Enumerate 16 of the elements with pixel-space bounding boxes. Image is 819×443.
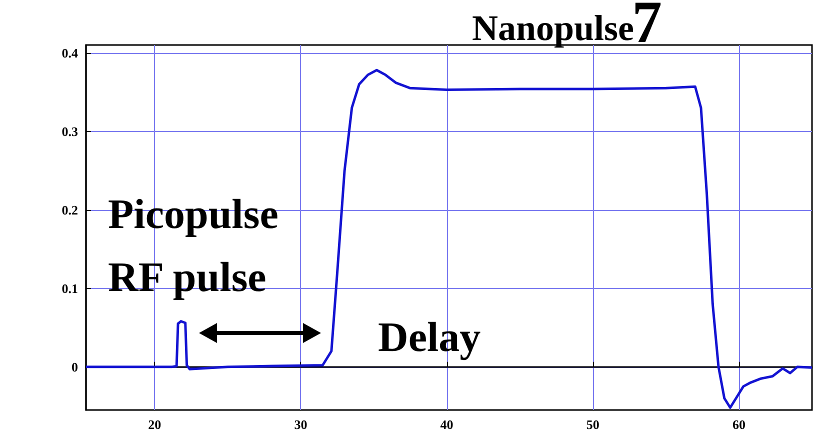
x-tick-label: 50 [586, 417, 600, 432]
x-tick-label: 60 [732, 417, 746, 432]
line-series [84, 68, 814, 409]
annotation: 7 [632, 0, 662, 55]
x-tick-label: 30 [294, 417, 308, 432]
y-tick-label: 0.4 [62, 45, 78, 60]
y-tick-label: 0.3 [62, 124, 78, 139]
x-tick-label: 20 [148, 417, 162, 432]
annotation: Delay [378, 315, 481, 361]
y-tick-label: 0 [72, 359, 78, 374]
annotation: RF pulse [108, 255, 266, 301]
y-tick-label: 0.1 [62, 280, 78, 296]
annotation: Picopulse [108, 192, 278, 238]
x-tick-label: 40 [440, 417, 454, 432]
y-tick-label: 0.2 [62, 202, 78, 218]
chart-title: Nanopulse [472, 8, 634, 48]
